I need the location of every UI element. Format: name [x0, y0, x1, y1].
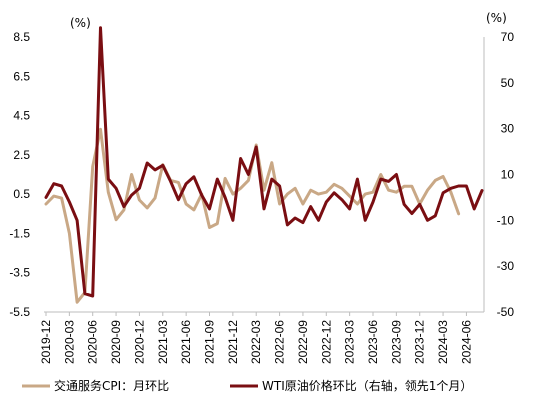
right-tick-label: 70 — [501, 30, 515, 44]
x-tick-label: 2023-06 — [366, 320, 380, 364]
left-tick-label: 4.5 — [13, 109, 30, 123]
x-tick-label: 2023-03 — [343, 320, 357, 364]
series-line-wti-oil — [44, 26, 484, 298]
right-tick-label: -30 — [497, 259, 515, 273]
legend-label: 交通服务CPI：月环比 — [54, 378, 169, 393]
x-tick-label: 2022-09 — [296, 320, 310, 364]
left-tick-label: 2.5 — [13, 148, 30, 162]
right-axis-unit: (%) — [486, 11, 507, 25]
x-axis: 2019-12 2020-03 2020-06 2020-09 2020-12 2021-… — [39, 311, 484, 364]
x-tick-label: 2022-03 — [249, 320, 263, 364]
left-y-axis: (%) 8.5 6.5 4.5 2.5 0.5 -1.5 -3.5 -5.5 — [9, 16, 90, 319]
series-layer — [44, 26, 484, 304]
x-tick-label: 2021-03 — [156, 320, 170, 364]
left-tick-label: 0.5 — [13, 187, 30, 201]
right-tick-label: -50 — [497, 305, 515, 319]
x-tick-label: 2021-06 — [179, 320, 193, 364]
x-tick-label: 2022-06 — [273, 320, 287, 364]
x-tick-label: 2024-06 — [459, 320, 473, 364]
x-tick-label: 2020-06 — [86, 320, 100, 364]
x-tick-label: 2020-03 — [62, 320, 76, 364]
left-tick-label: 6.5 — [13, 69, 30, 83]
x-tick-label: 2020-12 — [132, 320, 146, 364]
x-tick-label: 2021-12 — [226, 320, 240, 364]
x-tick-label: 2019-12 — [39, 320, 53, 364]
x-tick-label: 2024-03 — [436, 320, 450, 364]
legend-item-transport-cpi: 交通服务CPI：月环比 — [22, 378, 169, 393]
right-tick-label: 30 — [501, 122, 515, 136]
left-tick-label: 8.5 — [13, 30, 30, 44]
x-tick-label: 2020-09 — [109, 320, 123, 364]
legend-label: WTI原油价格环比（右轴，领先1个月） — [262, 378, 472, 393]
right-tick-label: 50 — [501, 76, 515, 90]
x-tick-label: 2023-12 — [413, 320, 427, 364]
left-tick-label: -1.5 — [9, 226, 30, 240]
legend: 交通服务CPI：月环比 WTI原油价格环比（右轴，领先1个月） — [22, 378, 472, 393]
left-tick-label: -3.5 — [9, 266, 30, 280]
right-tick-label: -10 — [497, 213, 515, 227]
x-tick-label: 2023-09 — [389, 320, 403, 364]
left-tick-label: -5.5 — [9, 305, 30, 319]
x-tick-label: 2022-12 — [319, 320, 333, 364]
left-axis-unit: (%) — [70, 16, 91, 30]
right-tick-label: 10 — [501, 168, 515, 182]
right-y-axis: (%) 70 50 30 10 -10 -30 -50 — [483, 11, 515, 319]
legend-item-wti-oil: WTI原油价格环比（右轴，领先1个月） — [230, 378, 472, 393]
x-tick-label: 2021-09 — [203, 320, 217, 364]
